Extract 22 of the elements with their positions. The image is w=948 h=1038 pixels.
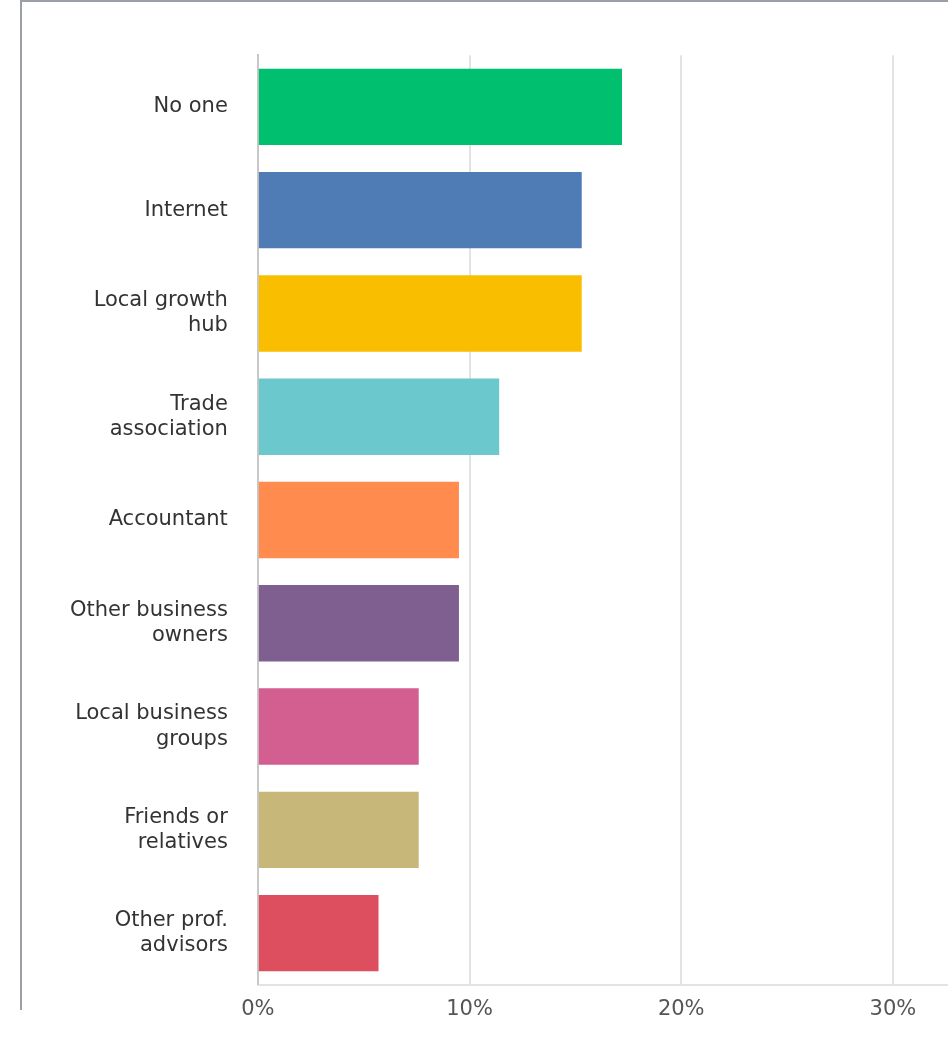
bar	[258, 688, 419, 765]
x-tick-label: 10%	[446, 995, 493, 1020]
x-tick-label: 0%	[241, 995, 275, 1020]
y-tick-label: Accountant	[108, 506, 228, 531]
bar	[258, 171, 582, 249]
x-tick-label: 20%	[657, 995, 705, 1020]
y-tick-label: Local business groups	[75, 700, 228, 750]
y-tick-label: Other prof. advisors	[114, 907, 228, 957]
y-tick-label: Friends or relatives	[124, 803, 229, 853]
y-tick-label: Local growth hub	[93, 287, 228, 337]
bar	[258, 791, 419, 869]
y-tick-label: Trade association	[109, 390, 228, 440]
x-tick-label: 30%	[869, 995, 917, 1020]
bar	[258, 585, 459, 662]
y-tick-label: No one	[153, 93, 228, 118]
bar	[258, 378, 500, 455]
bar	[258, 68, 622, 146]
y-tick-label: Internet	[144, 196, 228, 221]
bar	[258, 481, 459, 559]
y-tick-label: Other business owners	[70, 597, 228, 647]
bar	[258, 275, 582, 352]
bar	[258, 894, 379, 972]
